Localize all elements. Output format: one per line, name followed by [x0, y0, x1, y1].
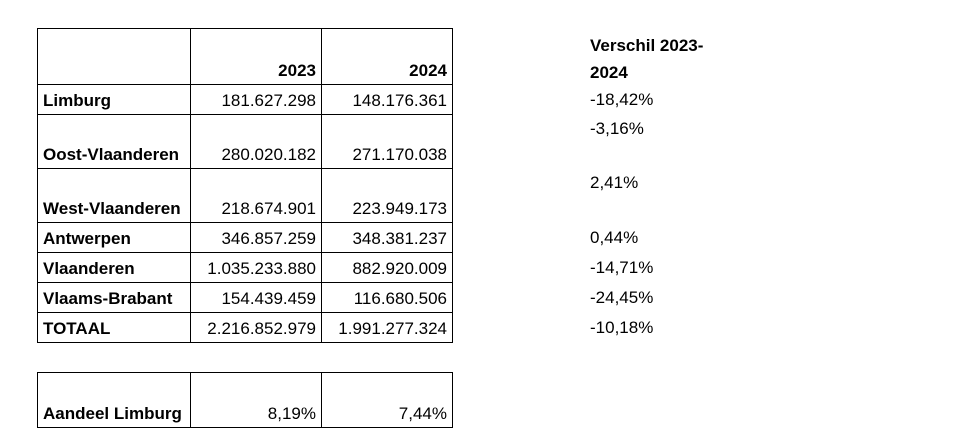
- header-2023: 2023: [190, 28, 322, 85]
- value-2023: 1.035.233.880: [190, 252, 322, 283]
- difference-header-line2: 2024: [590, 63, 628, 82]
- total-label: TOTAAL: [37, 312, 191, 343]
- value-2023: 181.627.298: [190, 84, 322, 115]
- regions-table: 2023 2024 Limburg 181.627.298 148.176.36…: [37, 28, 453, 343]
- share-2023: 8,19%: [190, 372, 322, 428]
- value-2024: 882.920.009: [321, 252, 453, 283]
- difference-value: -24,45%: [590, 288, 654, 307]
- value-2024: 271.170.038: [321, 114, 453, 169]
- value-2023: 218.674.901: [190, 168, 322, 223]
- table-header-row: 2023 2024: [37, 28, 453, 85]
- table-row: Vlaams-Brabant 154.439.459 116.680.506: [37, 282, 453, 313]
- difference-value: 2,41%: [590, 173, 639, 192]
- region-label: Vlaams-Brabant: [37, 282, 191, 313]
- table-row: Oost-Vlaanderen 280.020.182 271.170.038: [37, 114, 453, 169]
- difference-value: 0,44%: [590, 228, 639, 247]
- difference-value: -18,42%: [590, 90, 654, 109]
- region-label: Vlaanderen: [37, 252, 191, 283]
- value-2024: 348.381.237: [321, 222, 453, 253]
- value-2024: 223.949.173: [321, 168, 453, 223]
- value-2023: 346.857.259: [190, 222, 322, 253]
- total-2024: 1.991.277.324: [321, 312, 453, 343]
- share-row: Aandeel Limburg 8,19% 7,44%: [37, 372, 453, 428]
- region-label: Limburg: [37, 84, 191, 115]
- header-2024: 2024: [321, 28, 453, 85]
- difference-value: -10,18%: [590, 318, 654, 337]
- region-label: Oost-Vlaanderen: [37, 114, 191, 169]
- table-row: West-Vlaanderen 218.674.901 223.949.173: [37, 168, 453, 223]
- value-2023: 154.439.459: [190, 282, 322, 313]
- value-2023: 280.020.182: [190, 114, 322, 169]
- difference-header-line1: Verschil 2023-: [590, 36, 704, 55]
- difference-header: Verschil 2023- 2024: [590, 32, 703, 86]
- share-2024: 7,44%: [321, 372, 453, 428]
- region-label: Antwerpen: [37, 222, 191, 253]
- region-label: West-Vlaanderen: [37, 168, 191, 223]
- difference-value: -3,16%: [590, 119, 644, 138]
- value-2024: 116.680.506: [321, 282, 453, 313]
- difference-value: -14,71%: [590, 258, 654, 277]
- header-empty-cell: [37, 28, 191, 85]
- value-2024: 148.176.361: [321, 84, 453, 115]
- table-row-total: TOTAAL 2.216.852.979 1.991.277.324: [37, 312, 453, 343]
- table-row: Limburg 181.627.298 148.176.361: [37, 84, 453, 115]
- table-row: Vlaanderen 1.035.233.880 882.920.009: [37, 252, 453, 283]
- total-2023: 2.216.852.979: [190, 312, 322, 343]
- share-table: Aandeel Limburg 8,19% 7,44%: [37, 372, 453, 428]
- table-row: Antwerpen 346.857.259 348.381.237: [37, 222, 453, 253]
- share-label: Aandeel Limburg: [37, 372, 191, 428]
